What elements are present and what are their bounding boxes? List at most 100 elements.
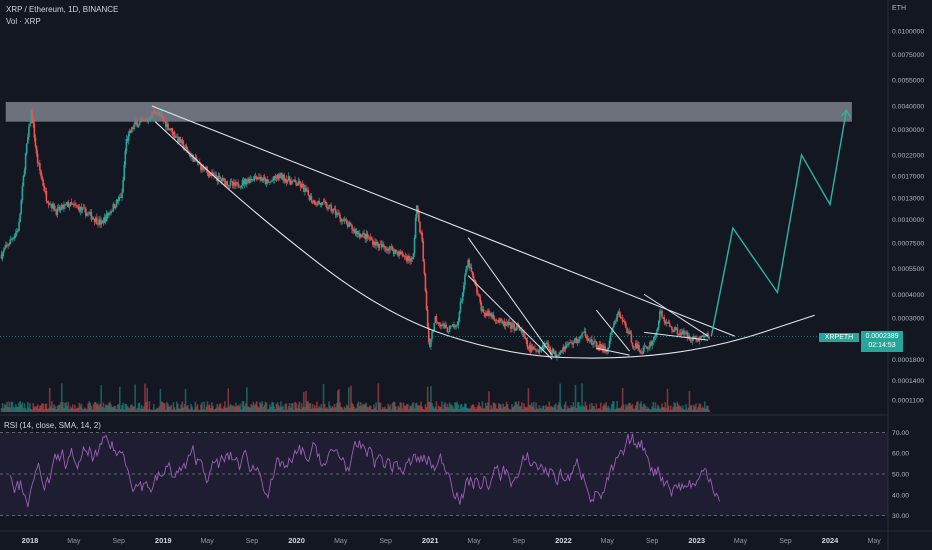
- volume-bar: [59, 402, 62, 412]
- candle-body: [456, 324, 459, 326]
- volume-bar: [0, 408, 3, 412]
- volume-bar: [55, 409, 58, 412]
- volume-bar: [131, 404, 133, 412]
- volume-bar: [469, 408, 472, 412]
- volume-bar: [20, 404, 23, 412]
- volume-bar: [4, 403, 6, 412]
- candle-body: [350, 223, 352, 226]
- volume-bar: [159, 388, 162, 412]
- candle-body: [346, 223, 349, 227]
- candle-body: [389, 246, 392, 249]
- volume-bar: [345, 404, 348, 412]
- volume-bar: [251, 405, 254, 412]
- volume-bar: [91, 409, 94, 412]
- volume-bar: [549, 407, 552, 412]
- candle-body: [93, 218, 96, 222]
- volume-bar: [426, 386, 429, 412]
- candle-body: [368, 237, 371, 238]
- volume-bar: [634, 405, 637, 412]
- volume-bar: [9, 407, 12, 412]
- candle-body: [54, 209, 56, 211]
- volume-bar: [410, 406, 412, 412]
- volume-bar: [587, 409, 590, 412]
- volume-bar: [290, 403, 293, 412]
- candle-body: [667, 322, 670, 324]
- candle-body: [409, 260, 411, 262]
- candle-body: [480, 302, 483, 311]
- candle-body: [542, 344, 545, 348]
- volume-bar: [554, 403, 557, 412]
- candle-body: [55, 209, 58, 215]
- projection-path: [710, 110, 848, 337]
- volume-bar: [353, 406, 356, 412]
- candle-body: [88, 213, 90, 214]
- candle-body: [616, 314, 618, 322]
- candle-body: [231, 181, 234, 186]
- volume-bar: [564, 401, 567, 412]
- volume-bar: [305, 390, 307, 412]
- candle-body: [473, 279, 476, 282]
- volume-bar: [92, 404, 95, 412]
- candle-body: [477, 293, 479, 295]
- candle-body: [6, 244, 8, 246]
- volume-bar: [110, 404, 112, 412]
- volume-bar: [184, 388, 187, 412]
- volume-bar: [443, 404, 445, 412]
- candle-body: [161, 116, 164, 118]
- candle-body: [419, 221, 421, 233]
- volume-bar: [579, 405, 581, 412]
- candle-body: [391, 246, 394, 251]
- rsi-legend[interactable]: RSI (14, close, SMA, 14, 2): [4, 421, 101, 430]
- candle-body: [581, 333, 583, 336]
- candle-body: [505, 322, 508, 324]
- candle-body: [282, 174, 284, 180]
- volume-bar: [257, 406, 259, 412]
- y-tick-label: 0.0003000: [892, 315, 924, 322]
- candle-body: [34, 137, 37, 147]
- volume-bar: [421, 406, 423, 412]
- volume-bar: [207, 405, 210, 412]
- candle-body: [700, 335, 703, 338]
- chart-title[interactable]: XRP / Ethereum, 1D, BINANCE: [6, 5, 119, 14]
- volume-bar: [687, 407, 690, 412]
- volume-bar: [542, 405, 545, 412]
- volume-bar: [460, 403, 463, 412]
- volume-bar: [708, 409, 710, 412]
- volume-bar: [544, 409, 546, 412]
- candle-body: [91, 217, 94, 220]
- volume-legend[interactable]: Vol · XRP: [6, 17, 41, 26]
- candle-body: [284, 179, 287, 182]
- volume-bar: [311, 403, 314, 412]
- volume-bar: [217, 407, 220, 412]
- volume-bar: [454, 402, 456, 412]
- volume-bar: [296, 408, 299, 412]
- candle-body: [406, 256, 408, 262]
- volume-bar: [132, 406, 134, 412]
- volume-bar: [408, 409, 410, 412]
- volume-bar: [198, 409, 201, 412]
- candle-body: [697, 341, 699, 342]
- volume-bar: [457, 404, 460, 412]
- volume-bar: [548, 401, 551, 412]
- candle-body: [379, 244, 382, 245]
- candle-body: [395, 249, 397, 252]
- candle-body: [561, 350, 564, 352]
- candle-body: [356, 231, 359, 235]
- candle-body: [634, 343, 637, 347]
- volume-bar: [300, 403, 303, 412]
- volume-bar: [16, 406, 18, 412]
- candle-body: [64, 204, 66, 206]
- volume-bar: [70, 408, 73, 412]
- candle-body: [670, 326, 672, 327]
- candle-body: [454, 326, 456, 328]
- candle-body: [121, 192, 123, 198]
- volume-bar: [14, 404, 17, 412]
- volume-bar: [2, 407, 5, 412]
- volume-bar: [125, 403, 128, 412]
- candle-body: [459, 301, 462, 312]
- volume-bar: [90, 406, 93, 412]
- candle-body: [316, 204, 318, 206]
- candle-body: [632, 345, 635, 348]
- volume-bar: [342, 409, 345, 412]
- candle-body: [374, 241, 376, 246]
